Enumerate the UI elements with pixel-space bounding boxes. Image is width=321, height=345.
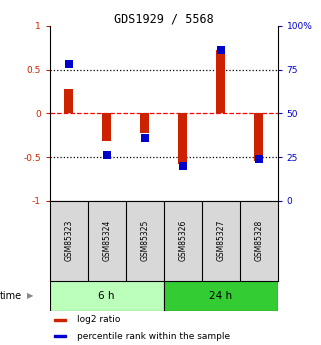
Point	[66, 62, 71, 67]
Bar	[64, 89, 74, 114]
Text: percentile rank within the sample: percentile rank within the sample	[77, 332, 230, 341]
Text: 6 h: 6 h	[99, 291, 115, 301]
Bar	[216, 50, 225, 114]
Text: log2 ratio: log2 ratio	[77, 315, 120, 324]
Point	[256, 156, 261, 161]
Bar	[178, 114, 187, 164]
Point	[218, 48, 223, 53]
Bar	[54, 335, 66, 337]
Text: GSM85327: GSM85327	[216, 220, 225, 262]
Bar	[254, 114, 264, 161]
Text: GSM85328: GSM85328	[254, 220, 263, 262]
Text: time: time	[0, 291, 22, 301]
Text: ▶: ▶	[27, 291, 34, 300]
Bar	[140, 114, 150, 132]
Text: GSM85324: GSM85324	[102, 220, 111, 262]
Point	[180, 163, 185, 169]
Text: GSM85323: GSM85323	[64, 220, 73, 262]
Bar	[50, 281, 164, 311]
Text: 24 h: 24 h	[209, 291, 232, 301]
Text: GSM85326: GSM85326	[178, 220, 187, 262]
Bar	[102, 114, 111, 141]
Bar	[54, 319, 66, 321]
Text: GSM85325: GSM85325	[140, 220, 149, 262]
Point	[104, 152, 109, 158]
Bar	[164, 281, 278, 311]
Title: GDS1929 / 5568: GDS1929 / 5568	[114, 13, 213, 26]
Point	[142, 135, 147, 141]
